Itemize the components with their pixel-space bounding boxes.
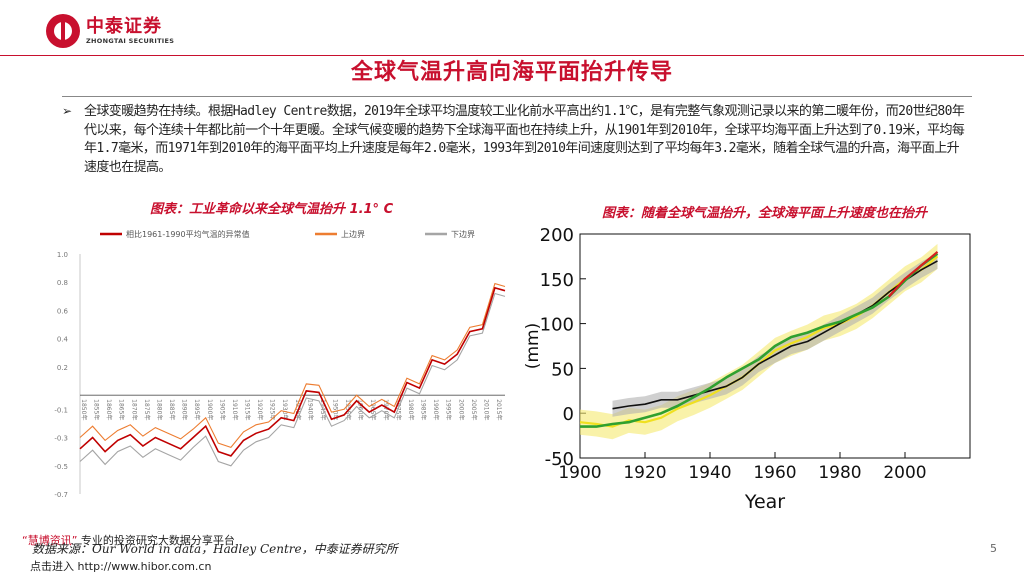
y-tick-label: 0.4 <box>57 336 69 344</box>
logo-name-en: ZHONGTAI SECURITIES <box>86 37 175 45</box>
y-tick-label: -0.1 <box>54 406 68 414</box>
right-chart-caption: 图表：随着全球气温抬升，全球海平面上升速度也在抬升 <box>602 206 928 221</box>
x-tick-label: 1905年 <box>218 399 226 420</box>
x-tick-label: 1980 <box>818 463 861 483</box>
watermark-text: 专业的投资研究大数据分享平台 <box>80 534 235 547</box>
y-axis-title: (mm) <box>523 323 543 369</box>
x-tick-label: 2000 <box>883 463 926 483</box>
y-tick-label: 1.0 <box>57 251 68 259</box>
series-line <box>887 251 939 298</box>
y-tick-label: 50 <box>551 359 574 380</box>
watermark-line: “慧博资讯” 专业的投资研究大数据分享平台 <box>22 532 235 548</box>
x-axis-title: Year <box>744 491 785 513</box>
x-tick-label: 1930年 <box>281 399 289 420</box>
x-tick-label: 1870年 <box>130 399 138 420</box>
left-chart-caption: 图表：工业革命以来全球气温抬升 1.1° C <box>150 202 394 217</box>
legend-label: 相比1961-1990平均气温的异常值 <box>126 229 250 239</box>
x-tick-label: 1925年 <box>269 399 277 420</box>
x-tick-label: 1890年 <box>181 399 189 420</box>
series-line <box>79 292 506 467</box>
x-tick-label: 1970年 <box>382 399 390 420</box>
legend-label: 上边界 <box>341 229 365 239</box>
x-tick-label: 1940年 <box>306 399 314 420</box>
x-tick-label: 1885年 <box>168 399 176 420</box>
x-tick-label: 1875年 <box>143 399 151 420</box>
y-tick-label: 100 <box>540 315 574 336</box>
series-line <box>79 286 506 457</box>
temperature-anomaly-chart: 相比1961-1990平均气温的异常值 上边界 下边界 1.0 0.8 0.6 0.4 0.2… <box>54 229 506 499</box>
x-tick-label: 1865年 <box>118 399 126 420</box>
x-tick-label: 1960 <box>753 463 796 483</box>
x-tick-label: 1915年 <box>243 399 251 420</box>
x-tick-label: 1940 <box>688 463 731 483</box>
series-line <box>612 260 938 410</box>
y-tick-label: -0.7 <box>54 491 68 499</box>
y-tick-label: -0.5 <box>54 463 68 471</box>
body-paragraph: 全球变暖趋势在持续。根据Hadley Centre数据，2019年全球平均温度较… <box>84 104 965 175</box>
x-tick-label: 1895年 <box>193 399 201 420</box>
legend-label: 下边界 <box>451 229 475 239</box>
logo-name-cn: 中泰证券 <box>86 16 162 37</box>
slide-title: 全球气温升高向海平面抬升传导 <box>350 60 673 85</box>
data-source: 数据来源：Our World in data，Hadley Centre，中泰证… <box>32 542 398 556</box>
y-tick-label: 0.6 <box>57 307 69 315</box>
x-tick-label: 1985年 <box>420 399 428 420</box>
y-tick-label: -50 <box>545 449 574 470</box>
x-tick-label: 1850年 <box>80 399 88 420</box>
bullet-arrow-icon: ➢ <box>62 104 73 118</box>
x-tick-label: 1900年 <box>206 399 214 420</box>
x-tick-label: 1995年 <box>445 399 453 420</box>
x-tick-label: 1855年 <box>93 399 101 420</box>
x-tick-label: 1980年 <box>407 399 415 420</box>
x-tick-label: 2005年 <box>470 399 478 420</box>
x-tick-label: 2015年 <box>495 399 503 420</box>
x-tick-label: 1920年 <box>256 399 264 420</box>
x-tick-label: 1975年 <box>394 399 402 420</box>
header-divider <box>0 55 1024 56</box>
series-line <box>79 282 506 449</box>
x-tick-label: 1920 <box>623 463 666 483</box>
watermark-link[interactable]: 点击进入 http://www.hibor.com.cn <box>30 560 212 573</box>
x-tick-label: 2000年 <box>457 399 465 420</box>
x-tick-label: 1880年 <box>155 399 163 420</box>
sea-level-chart: -50 0 50 100 150 200 1900 1920 1940 1960 1980 2000 Y… <box>523 225 971 513</box>
y-tick-label: 0.8 <box>57 279 68 287</box>
logo-mark-icon <box>46 14 80 48</box>
y-tick-label: -0.3 <box>54 435 68 443</box>
company-logo: 中泰证券 ZHONGTAI SECURITIES <box>46 14 174 48</box>
series-line <box>580 252 939 428</box>
title-divider <box>62 96 972 97</box>
y-tick-label: 0.2 <box>57 364 68 372</box>
x-tick-label: 1910年 <box>231 399 239 420</box>
x-tick-label: 1950年 <box>332 399 340 420</box>
grey-uncertainty-band <box>612 252 938 417</box>
y-tick-label: 0 <box>563 404 574 425</box>
x-tick-label: 1990年 <box>432 399 440 420</box>
yellow-uncertainty-band <box>580 243 938 440</box>
watermark-brand: “慧博资讯” <box>22 534 78 547</box>
x-tick-label: 1900 <box>558 463 601 483</box>
y-tick-label: 150 <box>540 270 574 291</box>
x-tick-label: 1860年 <box>105 399 113 420</box>
x-tick-label: 2010年 <box>482 399 490 420</box>
page-number: 5 <box>990 542 997 555</box>
y-tick-label: 200 <box>540 225 574 246</box>
